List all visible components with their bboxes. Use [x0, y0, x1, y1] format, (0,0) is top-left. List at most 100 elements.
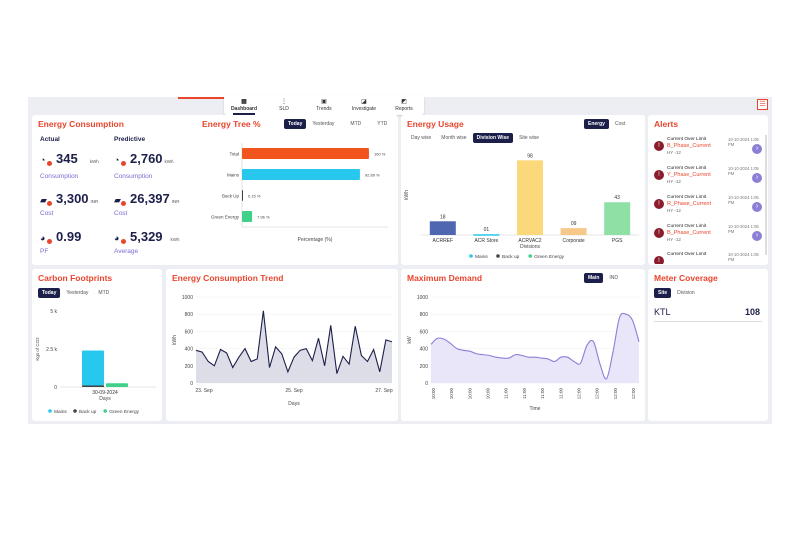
y-tick-label: 1000 — [417, 295, 428, 301]
x-tick-label: 11:00 — [504, 388, 509, 399]
energy-tree-tabs: Today Yesterday MTD YTD — [284, 119, 391, 129]
kpi-value: 345 — [56, 151, 78, 166]
toggle-main[interactable]: Main — [584, 273, 604, 283]
meter-tabs: Site Division — [654, 288, 699, 298]
sld-icon: ⋮ — [281, 98, 287, 105]
tab-site[interactable]: Site — [654, 288, 672, 298]
kpi-label: Average — [114, 248, 139, 255]
nav-label: Investigate — [351, 105, 377, 112]
data-label: 43 — [614, 195, 620, 201]
bar — [429, 221, 456, 235]
divider — [654, 321, 762, 322]
nav-reports[interactable]: ◩ Reports — [385, 99, 423, 112]
data-label: 0.15 % — [248, 194, 261, 199]
alert-icon: ! — [654, 170, 664, 180]
card-title: Energy Usage — [407, 119, 464, 129]
nav-label: Reports — [395, 105, 413, 112]
consumption-trend-card: Energy Consumption Trend 0 200 400 600 800 10… — [166, 269, 398, 421]
alert-name: B_Phase_Current — [667, 143, 711, 149]
data-label: 7.96 % — [257, 215, 270, 220]
meter-coverage-card: Meter Coverage Site Division KTL 108 — [648, 269, 768, 421]
chevron-right-icon[interactable]: › — [752, 144, 762, 154]
nav-label: Dashboard — [230, 105, 258, 112]
accent-line — [178, 97, 226, 99]
legend-marker — [469, 254, 473, 258]
x-tick-label: 10:00 — [431, 388, 436, 400]
alert-item[interactable]: ! Current Over Limit 10-10-2024 1:05 PM — [654, 252, 766, 264]
kpi-label: PF — [40, 248, 49, 255]
x-axis-label: Divisions — [520, 244, 541, 250]
data-label: 92.89 % — [365, 173, 380, 178]
x-tick-label: 11:00 — [522, 388, 527, 399]
alert-item[interactable]: ! Current Over Limit 10-10-2024 1:05 PM … — [654, 137, 766, 164]
tab-month-wise[interactable]: Month wise — [441, 135, 467, 141]
tab-yesterday[interactable]: Yesterday — [312, 121, 335, 127]
tab-ytd[interactable]: YTD — [377, 121, 388, 127]
nav-investigate[interactable]: ◪ Investigate — [345, 99, 383, 112]
kpi-label: Cost — [114, 210, 128, 217]
x-tick-label: 25. Sep — [285, 388, 302, 394]
y-tick-label: 0 — [190, 381, 193, 387]
main-nav: ▦ Dashboard ⋮ SLD ▣ Trends ◪ Investigate ◩ Re… — [224, 95, 424, 115]
energy-cost-toggle: Energy Cost — [584, 119, 629, 129]
nav-sld[interactable]: ⋮ SLD — [265, 99, 303, 112]
alert-source: HY -12 — [667, 237, 681, 242]
kpi-unit: kWh — [89, 159, 99, 164]
tab-mtd[interactable]: MTD — [98, 290, 110, 296]
card-title: Meter Coverage — [654, 273, 718, 283]
tab-division-wise[interactable]: Division Wise — [472, 133, 514, 143]
toggle-ind[interactable]: IND — [609, 275, 619, 281]
legend-label: Mains — [475, 254, 488, 260]
toggle-energy[interactable]: Energy — [584, 119, 609, 129]
bar — [242, 211, 253, 222]
nav-trends[interactable]: ▣ Trends — [305, 99, 343, 112]
investigate-icon: ◪ — [361, 98, 367, 105]
tab-mtd[interactable]: MTD — [350, 121, 362, 127]
legend-marker — [496, 254, 500, 258]
y-tick-label: 0 — [425, 381, 428, 387]
chevron-right-icon[interactable]: › — [752, 231, 762, 241]
kpi-value: 2,760 — [130, 151, 163, 166]
alert-item[interactable]: ! Current Over Limit 10-10-2024 1:05 PM … — [654, 195, 766, 222]
alert-source: HY -12 — [667, 179, 681, 184]
predictive-cost: 26,397 INR — [130, 191, 180, 206]
series-line — [195, 310, 393, 374]
energy-tree-chart: Total 100 % Mains 92.89 % Back Up 0.15 % Green… — [211, 143, 388, 243]
tab-day-wise[interactable]: Day wise — [411, 135, 432, 141]
toggle-cost[interactable]: Cost — [614, 121, 626, 127]
alert-item[interactable]: ! Current Over Limit 10-10-2024 1:05 PM … — [654, 224, 766, 251]
chevron-right-icon[interactable]: › — [752, 202, 762, 212]
tab-site-wise[interactable]: Site wise — [519, 135, 540, 141]
nav-dashboard[interactable]: ▦ Dashboard — [225, 99, 263, 115]
trends-icon: ▣ — [321, 98, 327, 105]
alert-item[interactable]: ! Current Over Limit 10-10-2024 1:05 PM … — [654, 166, 766, 193]
legend-label: Back up — [79, 409, 97, 415]
y-axis-label: Kgs of CO2 — [35, 337, 40, 361]
bar — [604, 202, 631, 235]
legend-marker — [528, 254, 532, 258]
alert-type: Current Over Limit — [667, 137, 707, 142]
tab-today[interactable]: Today — [284, 119, 307, 129]
y-tick-label: 1000 — [182, 295, 193, 301]
filter-menu-button[interactable]: ☰ — [757, 99, 768, 110]
y-tick-label: 800 — [420, 312, 429, 318]
x-axis-label: Percentage (%) — [298, 237, 333, 243]
tab-division[interactable]: Division — [677, 290, 695, 296]
x-tick-label: 10:00 — [449, 388, 454, 400]
kpi-value: 3,300 — [56, 191, 89, 206]
nav-label: SLD — [279, 105, 289, 112]
alert-icon: ! — [654, 199, 664, 209]
tab-today[interactable]: Today — [38, 288, 61, 298]
category-label: ACRREF — [433, 238, 454, 244]
bar — [473, 234, 500, 236]
tab-yesterday[interactable]: Yesterday — [66, 290, 89, 296]
data-label: 18 — [440, 214, 446, 220]
nav-label: Trends — [316, 105, 332, 112]
chevron-right-icon[interactable]: › — [752, 173, 762, 183]
alert-time: 10-10-2024 1:05 PM — [728, 137, 759, 147]
y-tick-label: 600 — [420, 329, 429, 335]
alerts-scrollbar[interactable] — [765, 135, 767, 255]
y-tick-label: 400 — [185, 347, 194, 353]
actual-label: Actual — [40, 136, 60, 143]
